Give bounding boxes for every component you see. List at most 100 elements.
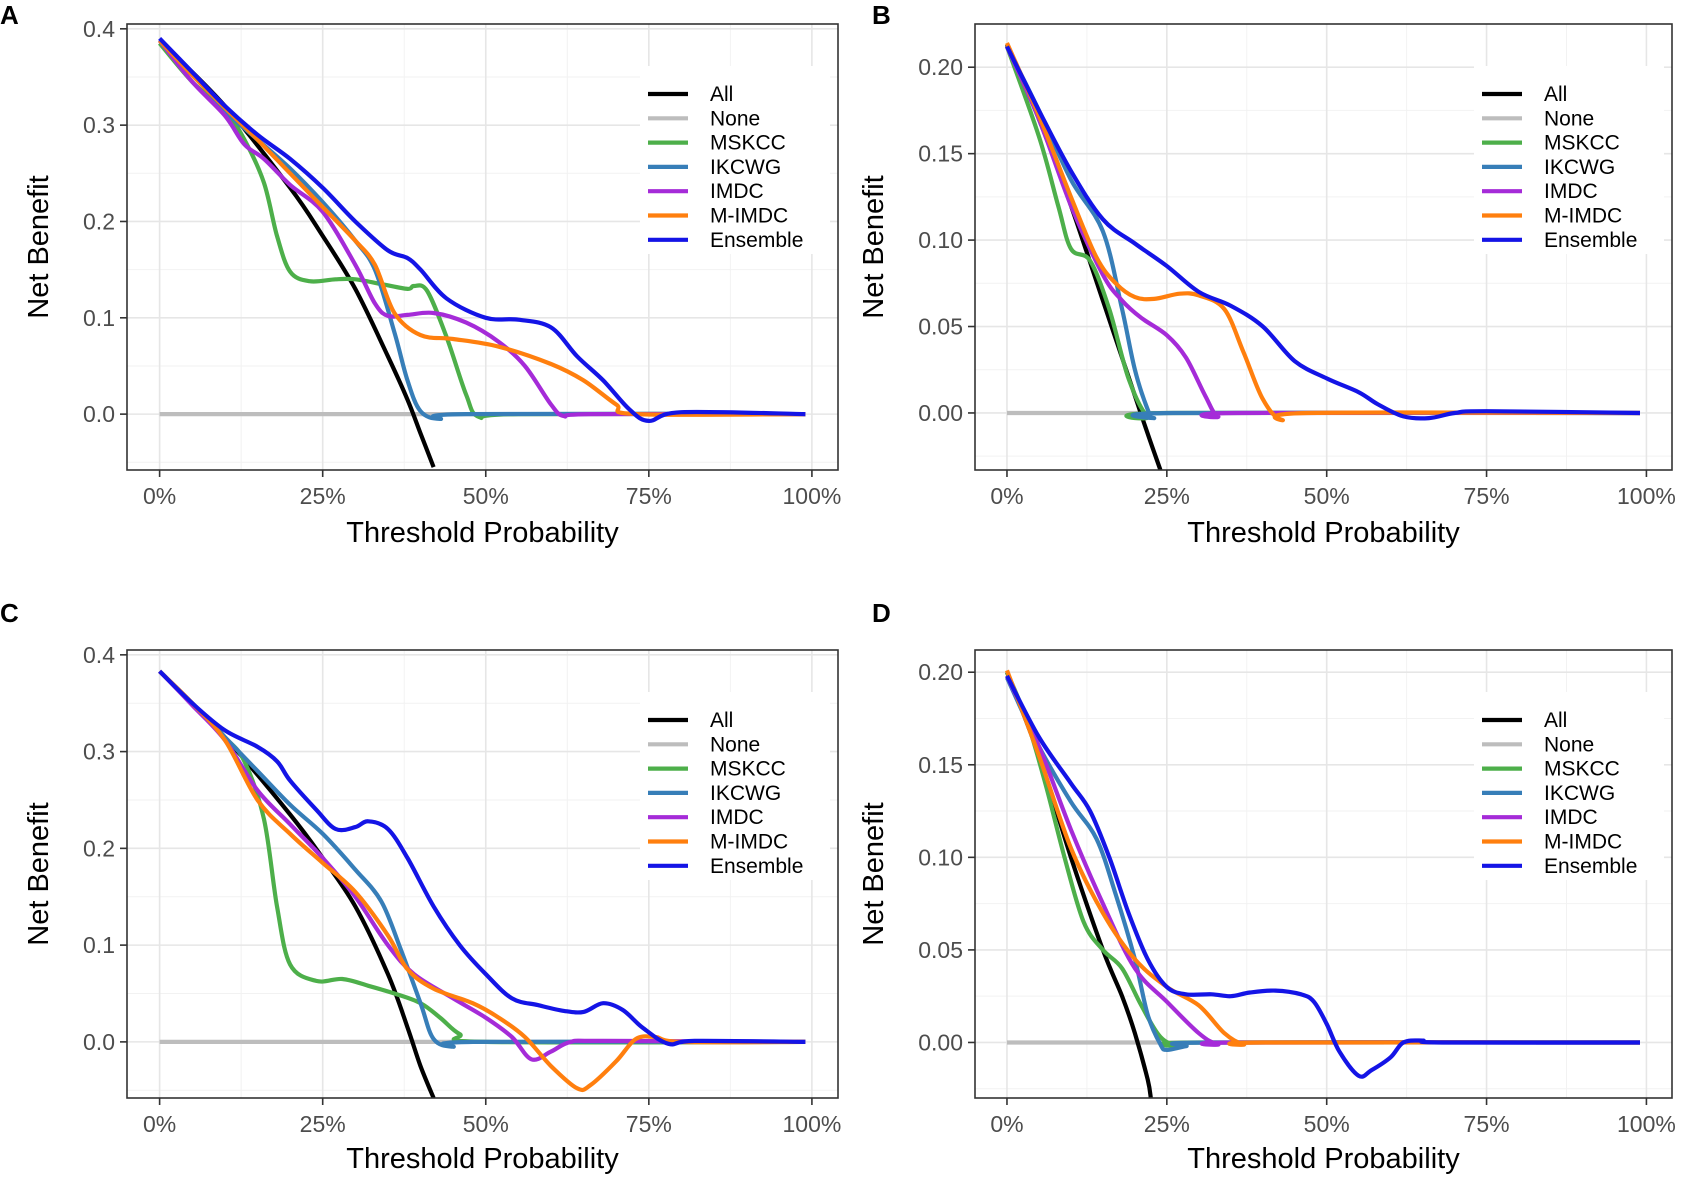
legend-label: Ensemble bbox=[710, 855, 803, 878]
y-tick-label: 0.2 bbox=[83, 208, 115, 234]
panel-d: D 0.00 0.05 0.10 0.15 0.20 0% 25% 50% 75% 100% Thre… bbox=[858, 598, 1676, 1175]
panel-letter: B bbox=[872, 0, 891, 30]
y-tick-label: 0.20 bbox=[918, 54, 963, 80]
x-axis-title: Threshold Probability bbox=[346, 517, 619, 549]
legend-label: IKCWG bbox=[1544, 782, 1615, 805]
y-axis-title: Net Benefit bbox=[858, 802, 890, 945]
legend-background bbox=[1474, 66, 1664, 254]
y-tick-label: 0.00 bbox=[918, 400, 963, 426]
legend-label: IMDC bbox=[710, 806, 764, 829]
y-tick-label: 0.0 bbox=[83, 401, 115, 427]
x-tick-label: 50% bbox=[463, 483, 509, 509]
legend-label: All bbox=[1544, 709, 1567, 732]
x-tick-label: 50% bbox=[1304, 483, 1350, 509]
x-tick-label: 100% bbox=[782, 483, 841, 509]
legend-label: M-IMDC bbox=[710, 205, 788, 228]
y-tick-label: 0.15 bbox=[918, 141, 963, 167]
legend-label: MSKCC bbox=[1544, 758, 1620, 781]
panel-letter: C bbox=[0, 598, 19, 628]
legend-label: None bbox=[710, 107, 760, 130]
y-tick-label: 0.4 bbox=[83, 642, 115, 668]
panel-b: B 0.00 0.05 0.10 0.15 0.20 0% 25% 50% 75% 100% Thre… bbox=[858, 0, 1676, 549]
x-axis-title: Threshold Probability bbox=[346, 1143, 619, 1175]
y-tick-label: 0.05 bbox=[918, 314, 963, 340]
legend-label: IMDC bbox=[1544, 806, 1598, 829]
legend-label: IMDC bbox=[710, 180, 764, 203]
y-tick-label: 0.1 bbox=[83, 932, 115, 958]
y-tick-label: 0.00 bbox=[918, 1029, 963, 1055]
legend-background bbox=[640, 692, 830, 880]
x-tick-label: 75% bbox=[1464, 1111, 1510, 1137]
x-tick-label: 25% bbox=[300, 483, 346, 509]
y-tick-label: 0.20 bbox=[918, 659, 963, 685]
x-tick-label: 100% bbox=[782, 1111, 841, 1137]
panel-c: C 0.0 0.1 0.2 0.3 0.4 0% 25% 50% 75% 100% Threshold… bbox=[0, 598, 841, 1175]
legend-label: M-IMDC bbox=[1544, 205, 1622, 228]
x-tick-label: 75% bbox=[626, 1111, 672, 1137]
panel-letter: A bbox=[0, 0, 19, 30]
series-line-imdc bbox=[1005, 45, 1641, 420]
panel-border bbox=[974, 23, 1673, 471]
x-tick-label: 100% bbox=[1617, 483, 1676, 509]
series-line-ikcwg bbox=[158, 669, 806, 1049]
series-line-m-imdc bbox=[158, 38, 806, 417]
legend-label: Ensemble bbox=[1544, 855, 1637, 878]
panel-a: A 0.0 0.1 0.2 0.3 0.4 0% 25% 50% 75% 100% Threshold… bbox=[0, 0, 841, 549]
legend-label: IMDC bbox=[1544, 180, 1598, 203]
legend-label: IKCWG bbox=[1544, 156, 1615, 179]
legend-label: None bbox=[1544, 107, 1594, 130]
series-line-m-imdc bbox=[158, 669, 806, 1093]
x-tick-label: 50% bbox=[1304, 1111, 1350, 1137]
y-tick-label: 0.4 bbox=[83, 16, 115, 42]
y-tick-label: 0.0 bbox=[83, 1029, 115, 1055]
y-axis-title: Net Benefit bbox=[23, 175, 55, 318]
x-tick-label: 75% bbox=[1464, 483, 1510, 509]
panel-border bbox=[126, 649, 839, 1099]
series-line-ensemble bbox=[158, 36, 806, 423]
legend-label: MSKCC bbox=[710, 132, 786, 155]
legend-label: MSKCC bbox=[1544, 132, 1620, 155]
x-axis-title: Threshold Probability bbox=[1187, 1143, 1460, 1175]
legend-label: IKCWG bbox=[710, 782, 781, 805]
series-line-m-imdc bbox=[1005, 669, 1641, 1047]
x-tick-label: 0% bbox=[990, 1111, 1023, 1137]
series-line-ensemble bbox=[1005, 45, 1641, 421]
legend-label: MSKCC bbox=[710, 758, 786, 781]
y-tick-label: 0.3 bbox=[83, 739, 115, 765]
legend-background bbox=[1474, 692, 1664, 880]
x-tick-label: 100% bbox=[1617, 1111, 1676, 1137]
panel-border bbox=[974, 649, 1673, 1099]
legend-label: All bbox=[710, 709, 733, 732]
panel-border bbox=[126, 23, 839, 471]
legend-background bbox=[640, 66, 830, 254]
x-tick-label: 25% bbox=[1144, 483, 1190, 509]
y-tick-label: 0.1 bbox=[83, 305, 115, 331]
x-tick-label: 25% bbox=[1144, 1111, 1190, 1137]
legend-label: All bbox=[1544, 83, 1567, 106]
x-tick-label: 0% bbox=[990, 483, 1023, 509]
series-line-mskcc bbox=[158, 41, 806, 421]
legend-label: M-IMDC bbox=[710, 831, 788, 854]
legend-label: All bbox=[710, 83, 733, 106]
series-group bbox=[1005, 669, 1641, 1098]
y-tick-label: 0.15 bbox=[918, 752, 963, 778]
series-group bbox=[157, 36, 806, 468]
x-tick-label: 0% bbox=[143, 483, 176, 509]
legend-label: None bbox=[1544, 733, 1594, 756]
series-line-ensemble bbox=[158, 669, 806, 1047]
x-tick-label: 0% bbox=[143, 1111, 176, 1137]
legend-label: Ensemble bbox=[1544, 229, 1637, 252]
legend-label: M-IMDC bbox=[1544, 831, 1622, 854]
series-group bbox=[158, 669, 806, 1098]
x-tick-label: 25% bbox=[300, 1111, 346, 1137]
legend-label: IKCWG bbox=[710, 156, 781, 179]
x-tick-label: 50% bbox=[463, 1111, 509, 1137]
x-tick-label: 75% bbox=[626, 483, 672, 509]
y-tick-label: 0.05 bbox=[918, 937, 963, 963]
legend-label: Ensemble bbox=[710, 229, 803, 252]
panel-letter: D bbox=[872, 598, 891, 628]
y-axis-title: Net Benefit bbox=[23, 802, 55, 945]
x-axis-title: Threshold Probability bbox=[1187, 517, 1460, 549]
series-group bbox=[1005, 42, 1641, 470]
